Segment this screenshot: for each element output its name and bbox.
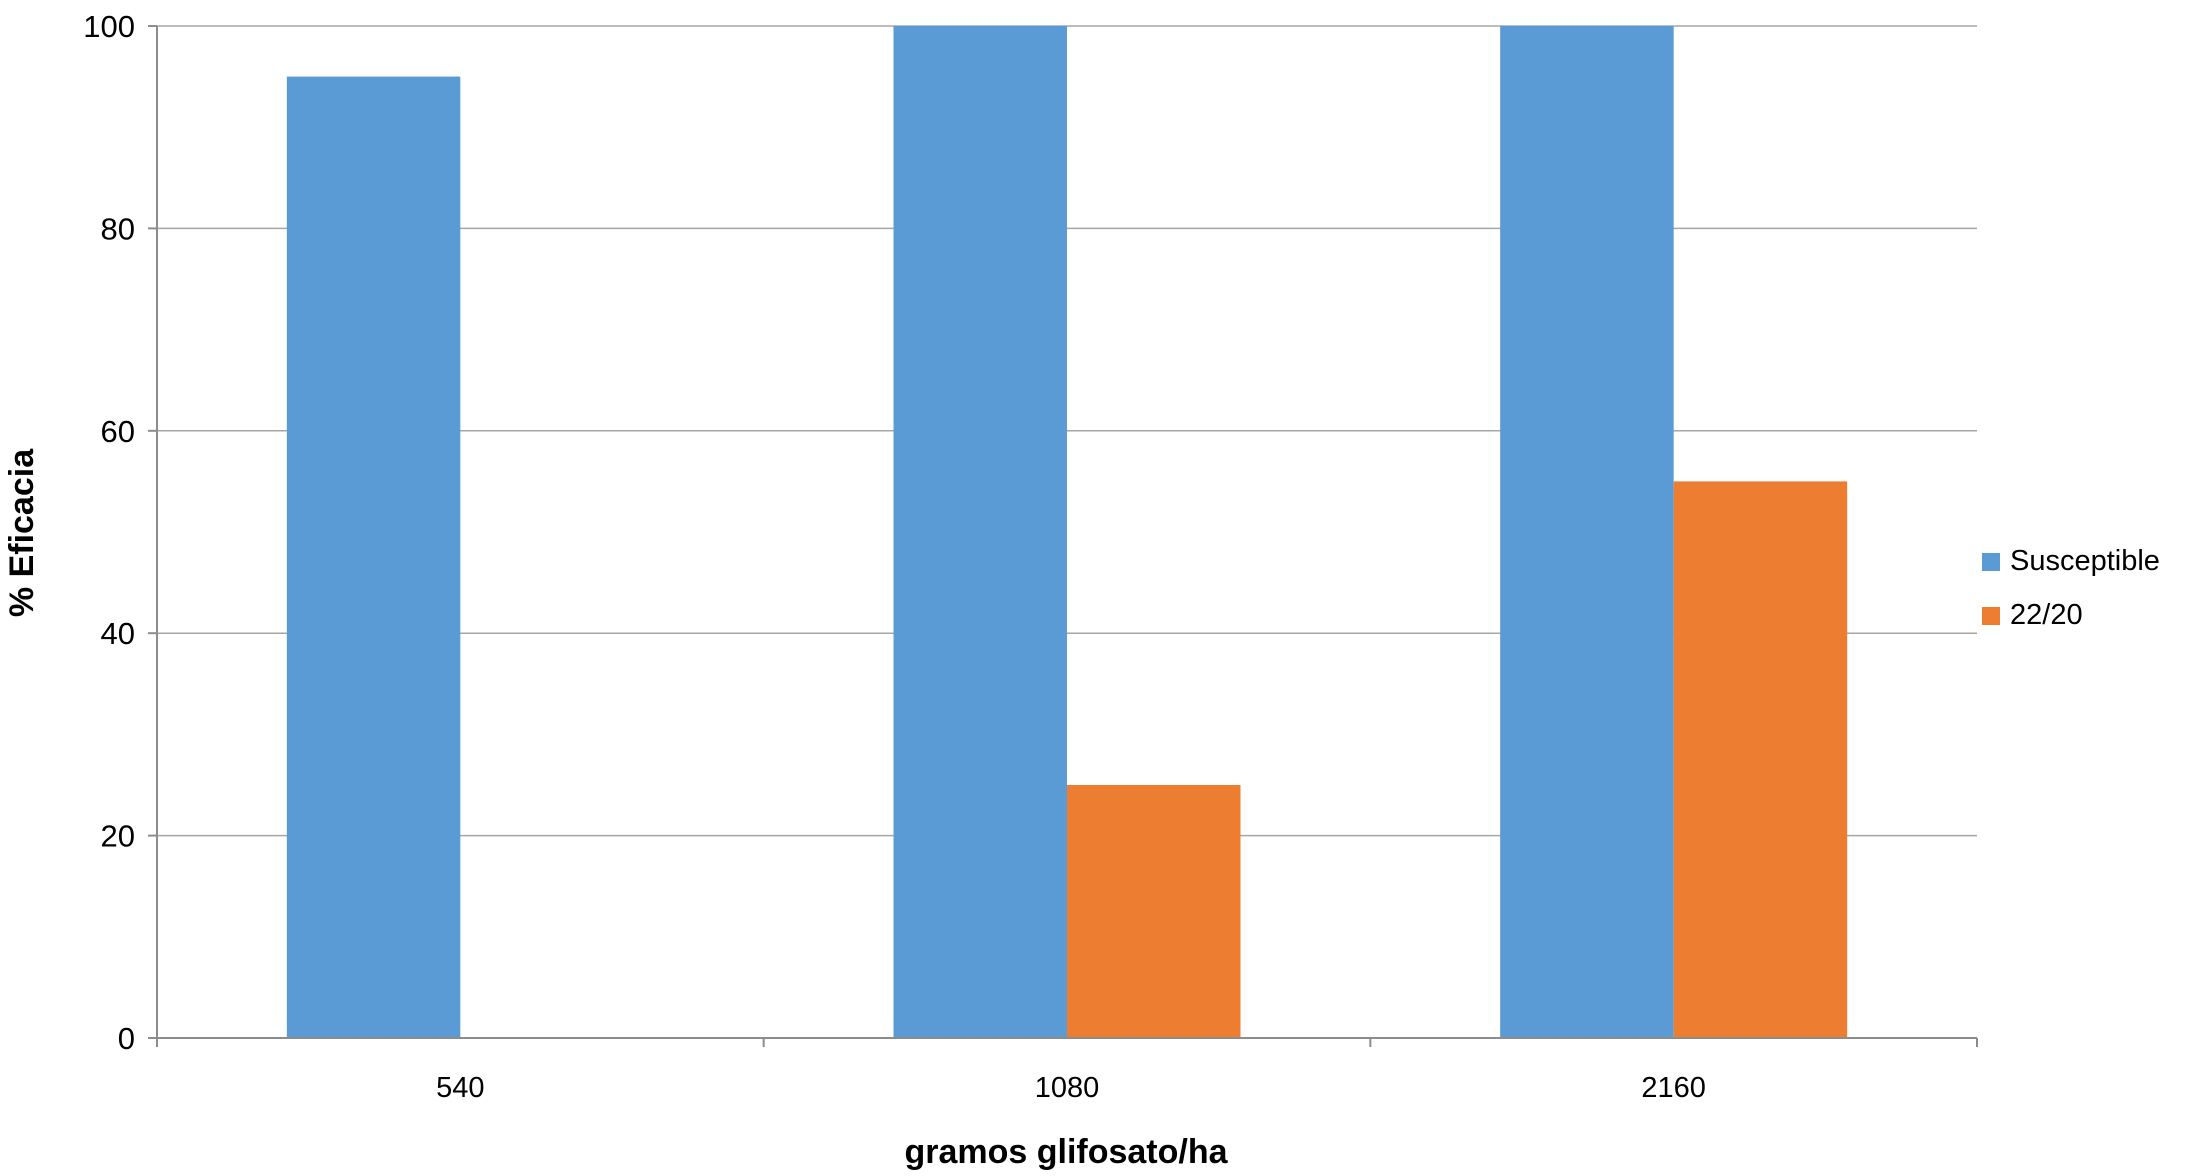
legend-swatch [1982,553,2000,571]
x-tick-labels: 540 1080 2160 [157,1038,1977,1104]
bars [287,26,1847,1038]
legend-label: Susceptible [2010,545,2160,577]
x-tick-label: 540 [436,1072,484,1104]
bar-susceptible-540 [287,77,461,1038]
y-tick-label: 0 [118,1021,135,1056]
y-tick-label: 80 [101,211,135,246]
legend: Susceptible 22/20 [1982,545,2160,631]
bar-22-20-2160 [1674,481,1848,1038]
y-tick-label: 40 [101,616,135,651]
legend-swatch [1982,607,2000,625]
y-tick-label: 100 [83,9,135,44]
bar-22-20-1080 [1067,785,1241,1038]
x-axis-title: gramos glifosato/ha [904,1133,1228,1171]
y-axis-title: % Eficacia [3,448,41,617]
y-tick-label: 60 [101,414,135,449]
bar-susceptible-2160 [1500,26,1674,1038]
x-tick-label: 2160 [1641,1072,1706,1104]
y-tick-label: 20 [101,819,135,854]
legend-label: 22/20 [2010,599,2083,631]
bar-susceptible-1080 [893,26,1067,1038]
y-tick-labels: 0 20 40 60 80 100 [83,9,135,1056]
x-tick-label: 1080 [1035,1072,1100,1104]
